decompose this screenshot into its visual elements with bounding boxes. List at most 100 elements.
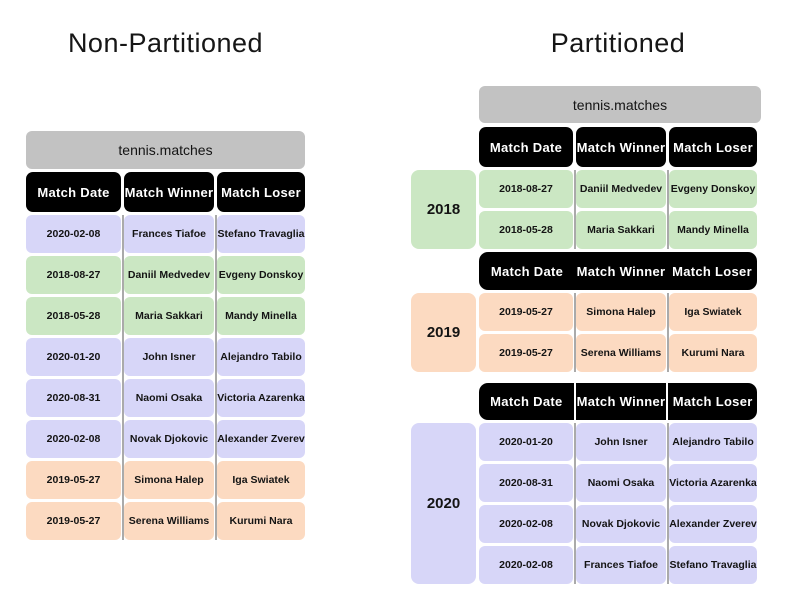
cell-loser: Victoria Azarenka xyxy=(217,379,305,417)
cell-winner: Simona Halep xyxy=(576,293,666,331)
right-section-title: Partitioned xyxy=(550,28,686,58)
cell-winner: Maria Sakkari xyxy=(576,211,666,249)
table-row: 2018-08-27 Daniil Medvedev Evgeny Donsko… xyxy=(26,256,305,294)
cell-loser: Mandy Minella xyxy=(669,211,757,249)
cell-date: 2018-08-27 xyxy=(26,256,121,294)
header-match-winner: Match Winner xyxy=(575,383,667,420)
partition-2018-header-row: Match Date Match Winner Match Loser xyxy=(479,127,757,167)
cell-date: 2020-02-08 xyxy=(26,215,121,253)
header-match-date: Match Date xyxy=(479,127,573,167)
partition-2018-body: 2018-08-27 Daniil Medvedev Evgeny Donsko… xyxy=(479,170,757,249)
right-table-name-bar: tennis.matches xyxy=(479,86,761,123)
cell-winner: Serena Williams xyxy=(124,502,214,540)
cell-date: 2020-02-08 xyxy=(479,505,573,543)
table-row: 2020-08-31 Naomi Osaka Victoria Azarenka xyxy=(479,464,757,502)
cell-winner: Naomi Osaka xyxy=(124,379,214,417)
cell-winner: Serena Williams xyxy=(576,334,666,372)
cell-winner: Naomi Osaka xyxy=(576,464,666,502)
cell-winner: Daniil Medvedev xyxy=(576,170,666,208)
table-row: 2019-05-27 Serena Williams Kurumi Nara xyxy=(26,502,305,540)
column-divider xyxy=(666,293,669,372)
cell-date: 2019-05-27 xyxy=(26,461,121,499)
cell-date: 2020-08-31 xyxy=(479,464,573,502)
cell-date: 2019-05-27 xyxy=(479,334,573,372)
cell-winner: Maria Sakkari xyxy=(124,297,214,335)
cell-date: 2019-05-27 xyxy=(26,502,121,540)
column-divider xyxy=(573,423,576,584)
cell-loser: Alexander Zverev xyxy=(669,505,757,543)
cell-winner: Novak Djokovic xyxy=(576,505,666,543)
partition-label-2019: 2019 xyxy=(411,293,476,372)
header-match-date: Match Date xyxy=(490,263,564,279)
cell-winner: Daniil Medvedev xyxy=(124,256,214,294)
table-row: 2018-05-28 Maria Sakkari Mandy Minella xyxy=(479,211,757,249)
cell-loser: Evgeny Donskoy xyxy=(669,170,757,208)
partition-2020-header-row: Match Date Match Winner Match Loser xyxy=(479,383,757,420)
table-row: 2020-01-20 John Isner Alejandro Tabilo xyxy=(26,338,305,376)
column-divider xyxy=(121,215,124,540)
column-divider xyxy=(666,423,669,584)
cell-date: 2020-02-08 xyxy=(479,546,573,584)
column-divider xyxy=(573,293,576,372)
cell-winner: John Isner xyxy=(124,338,214,376)
partition-label-2020: 2020 xyxy=(411,423,476,584)
left-section-title: Non-Partitioned xyxy=(67,28,264,58)
column-divider xyxy=(214,215,217,540)
left-header-match-loser: Match Loser xyxy=(217,172,305,212)
table-row: 2019-05-27 Simona Halep Iga Swiatek xyxy=(479,293,757,331)
cell-date: 2020-01-20 xyxy=(479,423,573,461)
cell-loser: Kurumi Nara xyxy=(669,334,757,372)
cell-loser: Iga Swiatek xyxy=(669,293,757,331)
left-header-match-date: Match Date xyxy=(26,172,121,212)
cell-date: 2020-01-20 xyxy=(26,338,121,376)
table-row: 2019-05-27 Simona Halep Iga Swiatek xyxy=(26,461,305,499)
left-header-match-winner: Match Winner xyxy=(124,172,214,212)
cell-loser: Iga Swiatek xyxy=(217,461,305,499)
table-row: 2019-05-27 Serena Williams Kurumi Nara xyxy=(479,334,757,372)
header-match-winner: Match Winner xyxy=(576,127,666,167)
cell-loser: Alejandro Tabilo xyxy=(669,423,757,461)
header-match-loser: Match Loser xyxy=(668,383,757,420)
table-row: 2018-08-27 Daniil Medvedev Evgeny Donsko… xyxy=(479,170,757,208)
partition-2020-body: 2020-01-20 John Isner Alejandro Tabilo 2… xyxy=(479,423,757,584)
cell-date: 2020-02-08 xyxy=(26,420,121,458)
cell-loser: Stefano Travaglia xyxy=(669,546,757,584)
cell-loser: Kurumi Nara xyxy=(217,502,305,540)
cell-loser: Mandy Minella xyxy=(217,297,305,335)
header-match-loser: Match Loser xyxy=(672,263,752,279)
left-table-name-bar: tennis.matches xyxy=(26,131,305,169)
cell-loser: Alexander Zverev xyxy=(217,420,305,458)
table-row: 2020-08-31 Naomi Osaka Victoria Azarenka xyxy=(26,379,305,417)
cell-loser: Stefano Travaglia xyxy=(217,215,305,253)
cell-winner: Frances Tiafoe xyxy=(576,546,666,584)
cell-date: 2019-05-27 xyxy=(479,293,573,331)
table-row: 2020-02-08 Novak Djokovic Alexander Zver… xyxy=(26,420,305,458)
cell-winner: John Isner xyxy=(576,423,666,461)
cell-loser: Evgeny Donskoy xyxy=(217,256,305,294)
cell-loser: Alejandro Tabilo xyxy=(217,338,305,376)
cell-date: 2018-08-27 xyxy=(479,170,573,208)
header-match-loser: Match Loser xyxy=(669,127,757,167)
column-divider xyxy=(666,170,669,249)
header-match-date: Match Date xyxy=(479,383,574,420)
partition-label-2018: 2018 xyxy=(411,170,476,249)
cell-winner: Frances Tiafoe xyxy=(124,215,214,253)
left-table-body: 2020-02-08 Frances Tiafoe Stefano Travag… xyxy=(26,215,305,540)
cell-date: 2018-05-28 xyxy=(479,211,573,249)
partition-2019-header-row: Match Date Match Winner Match Loser xyxy=(479,252,757,290)
table-row: 2018-05-28 Maria Sakkari Mandy Minella xyxy=(26,297,305,335)
cell-date: 2018-05-28 xyxy=(26,297,121,335)
table-row: 2020-02-08 Novak Djokovic Alexander Zver… xyxy=(479,505,757,543)
cell-date: 2020-08-31 xyxy=(26,379,121,417)
table-row: 2020-02-08 Frances Tiafoe Stefano Travag… xyxy=(479,546,757,584)
left-header-row: Match Date Match Winner Match Loser xyxy=(26,172,305,212)
cell-winner: Simona Halep xyxy=(124,461,214,499)
table-row: 2020-01-20 John Isner Alejandro Tabilo xyxy=(479,423,757,461)
header-match-winner: Match Winner xyxy=(576,263,666,279)
partition-2019-body: 2019-05-27 Simona Halep Iga Swiatek 2019… xyxy=(479,293,757,372)
cell-loser: Victoria Azarenka xyxy=(669,464,757,502)
cell-winner: Novak Djokovic xyxy=(124,420,214,458)
column-divider xyxy=(573,170,576,249)
table-row: 2020-02-08 Frances Tiafoe Stefano Travag… xyxy=(26,215,305,253)
